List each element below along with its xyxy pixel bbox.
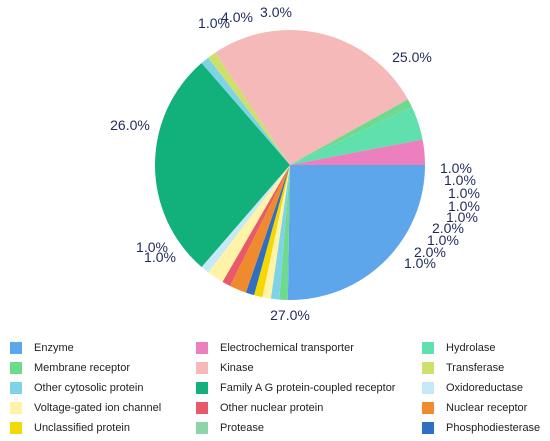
legend-swatch	[422, 342, 434, 354]
slice-label: 1.0%	[144, 249, 176, 265]
legend-swatch	[196, 402, 208, 414]
slice-label: 1.0%	[198, 15, 230, 31]
pie-slice	[215, 29, 408, 165]
legend-item: Other nuclear protein	[196, 400, 323, 416]
legend: Enzyme Electrochemical transporter Hydrola…	[0, 338, 550, 441]
legend-label: Electrochemical transporter	[220, 342, 354, 354]
legend-item: Unclassified protein	[10, 420, 130, 436]
legend-swatch	[422, 362, 434, 374]
slice-label: 1.0%	[427, 232, 459, 248]
pie-slice	[222, 165, 290, 286]
legend-item: Membrane receptor	[10, 360, 130, 376]
slice-label: 1.0%	[448, 198, 480, 214]
legend-item: Protease	[196, 420, 264, 436]
slice-label: 1.0%	[136, 239, 168, 255]
pie-labels: 25.0%1.0%1.0%1.0%1.0%1.0%2.0%1.0%2.0%1.0…	[110, 4, 480, 323]
slice-label: 4.0%	[221, 9, 253, 25]
pie-slice	[290, 139, 425, 165]
slice-label: 1.0%	[444, 172, 476, 188]
legend-label: Unclassified protein	[34, 422, 130, 434]
legend-label: Membrane receptor	[34, 362, 130, 374]
legend-item: Kinase	[196, 360, 254, 376]
legend-item: Hydrolase	[422, 340, 496, 356]
slice-label: 1.0%	[404, 255, 436, 271]
legend-item: Oxidoreductase	[422, 380, 523, 396]
pie-slice	[279, 165, 290, 300]
legend-item: Transferase	[422, 360, 504, 376]
legend-swatch	[422, 422, 434, 434]
legend-label: Nuclear receptor	[446, 402, 528, 414]
legend-swatch	[196, 382, 208, 394]
legend-swatch	[196, 422, 208, 434]
legend-item: Electrochemical transporter	[196, 340, 354, 356]
legend-label: Transferase	[446, 362, 505, 374]
legend-label: Voltage-gated ion channel	[34, 402, 162, 414]
pie-slice	[201, 165, 290, 273]
legend-label: Phosphodiesterase	[446, 422, 541, 434]
pie-slice	[254, 165, 290, 298]
legend-swatch	[10, 402, 22, 414]
pie-slice	[230, 165, 290, 293]
slice-label: 3.0%	[260, 4, 292, 20]
legend-swatch	[10, 382, 22, 394]
legend-swatch	[10, 342, 22, 354]
pie-chart: 25.0%1.0%1.0%1.0%1.0%1.0%2.0%1.0%2.0%1.0…	[110, 4, 480, 323]
slice-label: 1.0%	[446, 209, 478, 225]
pie-slice	[270, 165, 290, 300]
pie-slice	[287, 165, 425, 300]
legend-item: Voltage-gated ion channel	[10, 400, 161, 416]
legend-swatch	[196, 362, 208, 374]
pie-slice	[154, 62, 290, 268]
legend-swatch	[422, 382, 434, 394]
slice-label: 27.0%	[270, 307, 310, 323]
legend-item: Family A G protein-coupled receptor	[196, 380, 395, 396]
slice-label: 1.0%	[448, 185, 480, 201]
legend-label: Enzyme	[34, 342, 74, 354]
pie-slice	[208, 52, 290, 165]
legend-swatch	[422, 402, 434, 414]
legend-item: Nuclear receptor	[422, 400, 527, 416]
slice-label: 25.0%	[392, 49, 432, 65]
slice-label: 26.0%	[110, 117, 150, 133]
legend-label: Oxidoreductase	[446, 382, 524, 394]
legend-swatch	[196, 342, 208, 354]
legend-label: Family A G protein-coupled receptor	[220, 382, 396, 394]
legend-item: Enzyme	[10, 340, 74, 356]
legend-label: Hydrolase	[446, 342, 496, 354]
legend-item: Phosphodiesterase	[422, 420, 540, 436]
legend-swatch	[10, 422, 22, 434]
pie-slice	[290, 99, 412, 165]
pie-slice	[201, 57, 290, 165]
pie-slice	[208, 165, 290, 282]
pie-slice	[262, 165, 290, 299]
legend-label: Kinase	[220, 362, 254, 374]
legend-item: Other cytosolic protein	[10, 380, 143, 396]
slice-label: 2.0%	[432, 220, 464, 236]
pie-slices	[154, 29, 425, 300]
legend-label: Other cytosolic protein	[34, 382, 144, 394]
slice-label: 2.0%	[414, 244, 446, 260]
pie-slice	[290, 106, 423, 165]
legend-label: Other nuclear protein	[220, 402, 324, 414]
slice-label: 1.0%	[440, 160, 472, 176]
legend-label: Protease	[220, 422, 265, 434]
legend-swatch	[10, 362, 22, 374]
pie-slice	[245, 165, 290, 296]
